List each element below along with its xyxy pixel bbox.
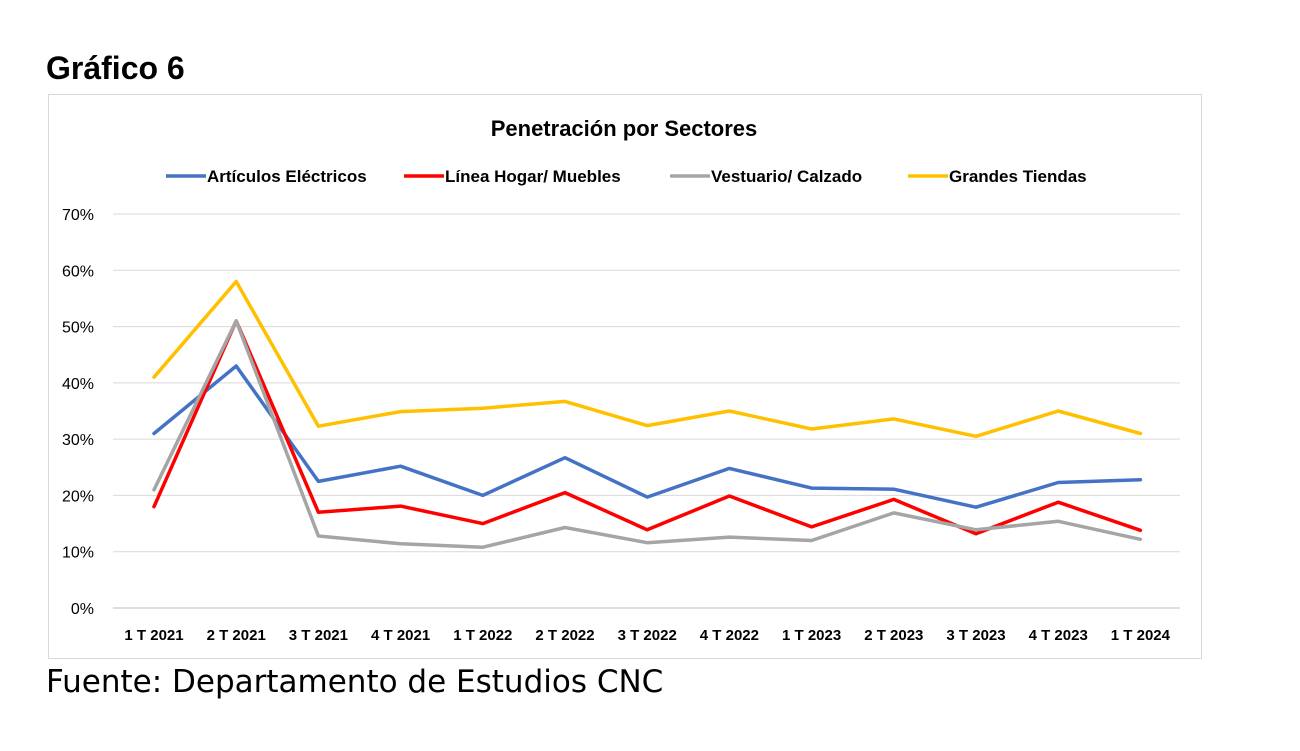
x-tick-label: 1 T 2024	[1111, 627, 1171, 644]
y-tick-label: 70%	[62, 207, 94, 224]
y-axis-tick-labels: 0% 10% 20% 30% 40% 50% 60% 70%	[62, 207, 94, 618]
series-line	[152, 279, 1143, 439]
x-tick-label: 1 T 2023	[782, 627, 841, 644]
series-line	[152, 364, 1143, 509]
x-tick-label: 2 T 2021	[207, 627, 266, 644]
legend-label: Línea Hogar/ Muebles	[445, 167, 621, 186]
x-tick-label: 1 T 2021	[124, 627, 183, 644]
chart-frame	[48, 94, 1202, 659]
y-tick-label: 0%	[71, 601, 94, 618]
y-tick-label: 20%	[62, 488, 94, 505]
x-tick-label: 2 T 2023	[864, 627, 923, 644]
y-tick-label: 50%	[62, 320, 94, 337]
series-line	[152, 319, 1143, 549]
x-tick-label: 3 T 2023	[946, 627, 1005, 644]
y-tick-label: 30%	[62, 432, 94, 449]
y-tick-label: 40%	[62, 376, 94, 393]
legend: Artículos Eléctricos Línea Hogar/ Muebles…	[166, 167, 1087, 186]
series-line	[152, 319, 1143, 536]
source-note: Fuente: Departamento de Estudios CNC	[46, 664, 664, 700]
chart-title: Penetración por Sectores	[491, 116, 758, 141]
x-tick-label: 4 T 2022	[700, 627, 759, 644]
series-lines	[152, 279, 1143, 549]
legend-label: Vestuario/ Calzado	[711, 167, 862, 186]
y-tick-label: 10%	[62, 545, 94, 562]
y-tick-label: 60%	[62, 263, 94, 280]
x-tick-label: 1 T 2022	[453, 627, 512, 644]
legend-label: Artículos Eléctricos	[207, 167, 367, 186]
x-tick-label: 4 T 2021	[371, 627, 430, 644]
x-tick-label: 2 T 2022	[535, 627, 594, 644]
x-tick-label: 3 T 2021	[289, 627, 348, 644]
x-tick-label: 3 T 2022	[618, 627, 677, 644]
legend-label: Grandes Tiendas	[949, 167, 1087, 186]
x-tick-label: 4 T 2023	[1029, 627, 1088, 644]
x-axis-tick-labels: 1 T 2021 2 T 2021 3 T 2021 4 T 2021 1 T 2022…	[124, 627, 1170, 644]
figure-heading: Gráfico 6	[46, 50, 185, 86]
